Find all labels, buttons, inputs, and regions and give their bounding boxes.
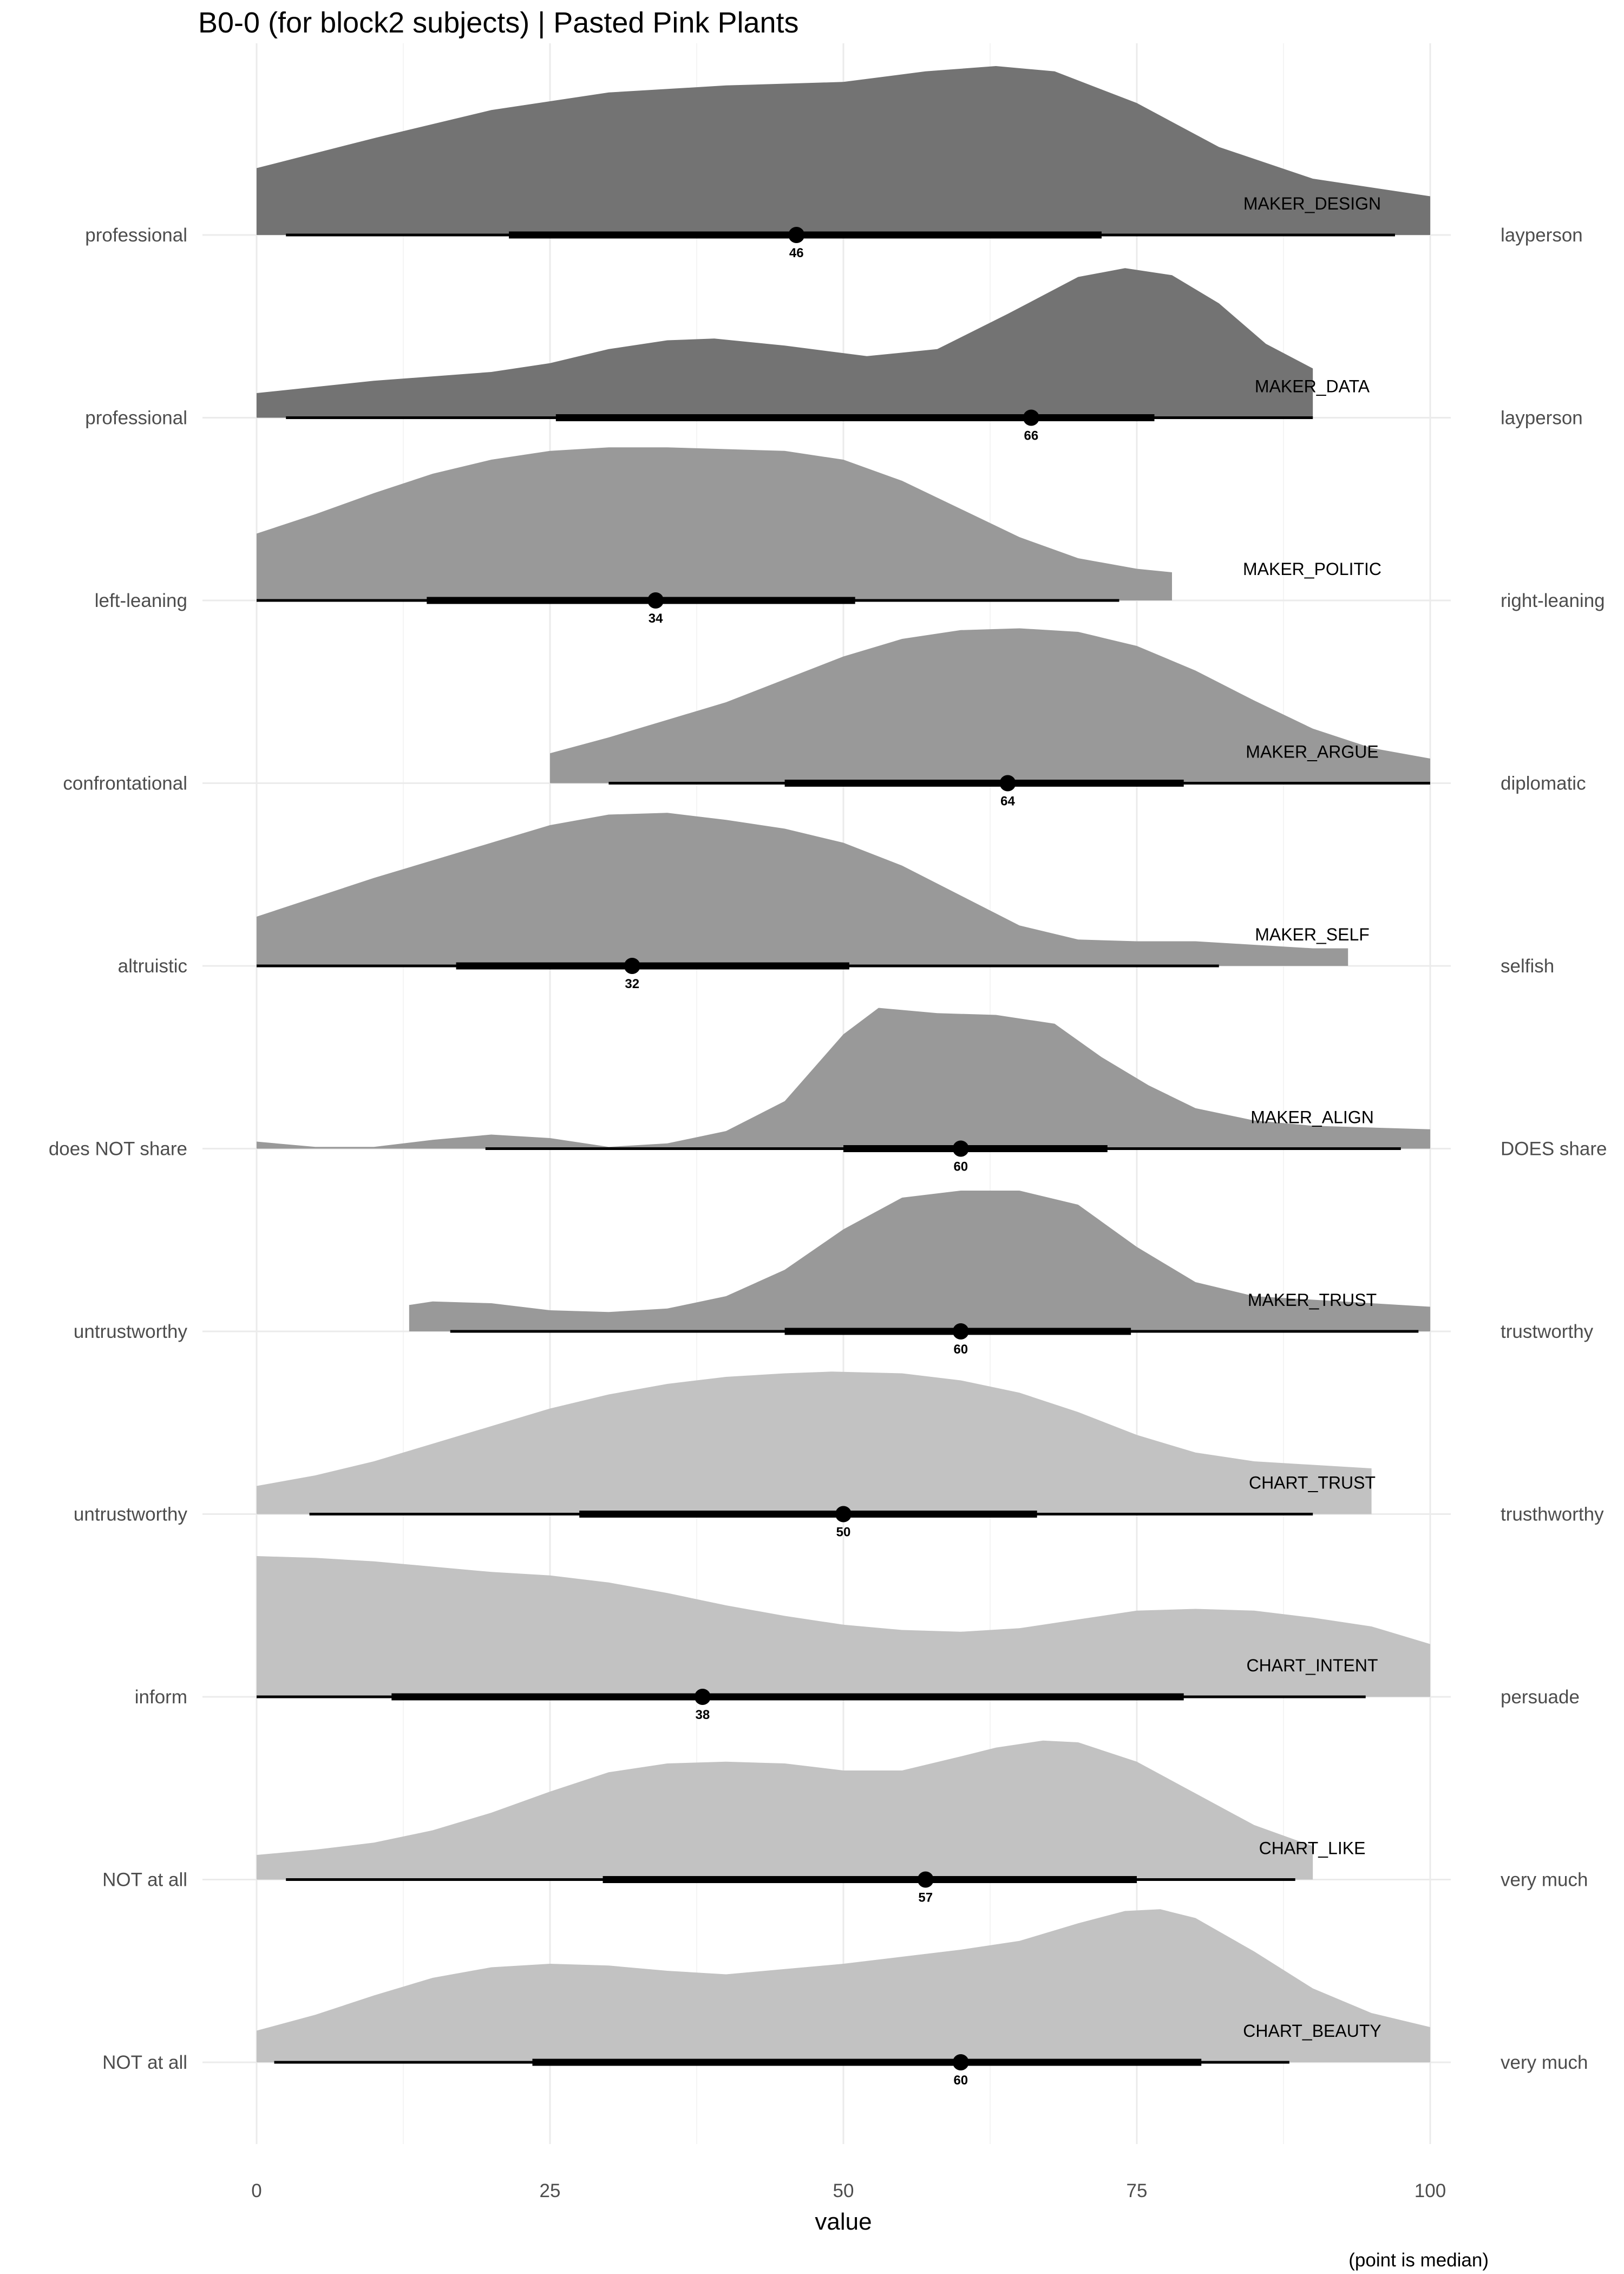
median-point (952, 1140, 969, 1157)
row-maker-argue: 64 MAKER_ARGUE confrontational diplomatic (63, 628, 1586, 809)
density-area (257, 66, 1430, 235)
median-point (647, 592, 664, 609)
left-anchor-label: untrustworthy (74, 1321, 188, 1342)
left-anchor-label: untrustworthy (74, 1504, 188, 1525)
left-anchor-label: professional (85, 408, 187, 429)
right-anchor-label: layperson (1501, 408, 1583, 429)
row-maker-design: 46 MAKER_DESIGN professional layperson (85, 66, 1583, 260)
x-axis: 0 25 50 75 100 (251, 2180, 1446, 2201)
density-area (257, 1909, 1430, 2062)
right-anchor-label: persuade (1501, 1687, 1580, 1708)
density-area (257, 1740, 1313, 1880)
variable-label: MAKER_SELF (1255, 925, 1370, 944)
x-tick-label: 100 (1415, 2180, 1446, 2201)
row-chart-beauty: 60 CHART_BEAUTY NOT at all very much (102, 1909, 1588, 2088)
x-tick-label: 0 (251, 2180, 261, 2201)
density-area (257, 1008, 1430, 1149)
median-point (917, 1871, 934, 1888)
left-anchor-label: professional (85, 225, 187, 246)
left-anchor-label: left-leaning (95, 590, 187, 611)
median-label: 60 (953, 1342, 968, 1357)
density-area (550, 628, 1430, 783)
median-point (788, 227, 805, 243)
density-area (409, 1191, 1430, 1331)
right-anchor-label: very much (1501, 2052, 1588, 2073)
right-anchor-label: right-leaning (1501, 590, 1605, 611)
x-tick-label: 50 (833, 2180, 854, 2201)
variable-label: MAKER_ARGUE (1246, 742, 1378, 762)
median-label: 34 (649, 611, 663, 626)
variable-label: MAKER_POLITIC (1243, 559, 1381, 579)
x-axis-label: value (815, 2208, 872, 2235)
rows-layer: 46 MAKER_DESIGN professional layperson 66 MAK… (49, 66, 1607, 2088)
left-anchor-label: altruistic (118, 956, 187, 977)
median-label: 50 (836, 1525, 851, 1540)
variable-label: MAKER_DESIGN (1243, 194, 1381, 213)
density-area (257, 268, 1313, 418)
variable-label: CHART_LIKE (1259, 1839, 1366, 1858)
median-label: 57 (918, 1891, 933, 1905)
density-area (257, 1556, 1430, 1697)
row-maker-data: 66 MAKER_DATA professional layperson (85, 268, 1583, 443)
row-maker-trust: 60 MAKER_TRUST untrustworthy trustworthy (74, 1191, 1594, 1357)
median-point (624, 958, 640, 974)
median-point (694, 1689, 711, 1705)
x-tick-label: 25 (540, 2180, 561, 2201)
chart-title: B0-0 (for block2 subjects) | Pasted Pink… (198, 6, 799, 39)
row-maker-politic: 34 MAKER_POLITIC left-leaning right-leaning (95, 447, 1605, 626)
median-point (1023, 409, 1039, 426)
left-anchor-label: confrontational (63, 773, 187, 794)
median-label: 64 (1000, 794, 1015, 809)
variable-label: CHART_TRUST (1249, 1473, 1376, 1493)
median-point (835, 1506, 852, 1522)
row-chart-like: 57 CHART_LIKE NOT at all very much (102, 1740, 1588, 1905)
median-point (952, 2054, 969, 2070)
row-maker-self: 32 MAKER_SELF altruistic selfish (118, 813, 1554, 991)
variable-label: MAKER_ALIGN (1250, 1108, 1374, 1127)
right-anchor-label: very much (1501, 1870, 1588, 1891)
variable-label: CHART_INTENT (1247, 1656, 1378, 1675)
left-anchor-label: inform (135, 1687, 187, 1708)
median-label: 66 (1024, 429, 1039, 443)
median-label: 60 (953, 2073, 968, 2088)
variable-label: MAKER_TRUST (1248, 1290, 1377, 1310)
median-point (999, 775, 1016, 792)
median-label: 32 (625, 977, 639, 991)
row-chart-trust: 50 CHART_TRUST untrustworthy trusthworthy (74, 1371, 1604, 1540)
caption: (point is median) (1348, 2250, 1489, 2271)
left-anchor-label: does NOT share (49, 1139, 187, 1160)
variable-label: MAKER_DATA (1255, 377, 1370, 396)
right-anchor-label: trustworthy (1501, 1321, 1594, 1342)
right-anchor-label: layperson (1501, 225, 1583, 246)
variable-label: CHART_BEAUTY (1243, 2021, 1381, 2041)
right-anchor-label: selfish (1501, 956, 1554, 977)
right-anchor-label: DOES share (1501, 1139, 1607, 1160)
density-area (257, 447, 1173, 600)
median-label: 46 (789, 246, 804, 260)
density-area (257, 813, 1348, 966)
median-label: 60 (953, 1160, 968, 1174)
left-anchor-label: NOT at all (102, 2052, 187, 2073)
right-anchor-label: trusthworthy (1501, 1504, 1604, 1525)
x-tick-label: 75 (1127, 2180, 1148, 2201)
right-anchor-label: diplomatic (1501, 773, 1586, 794)
density-area (257, 1371, 1372, 1514)
median-point (952, 1323, 969, 1339)
median-label: 38 (695, 1708, 710, 1722)
left-anchor-label: NOT at all (102, 1870, 187, 1891)
